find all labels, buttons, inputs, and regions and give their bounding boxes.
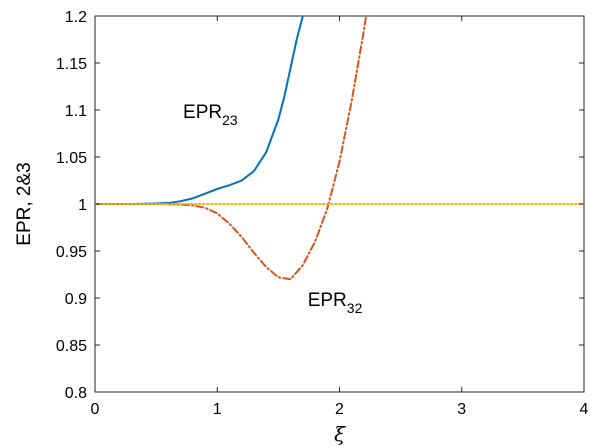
y-axis-label: EPR, 2&3 [14,162,35,245]
y-tick-label: 1.05 [56,150,87,167]
series-layer [95,16,584,281]
x-tick-label: 0 [91,401,100,418]
series-line-2 [95,16,368,281]
y-tick-label: 1.15 [56,56,87,73]
y-tick-label: 1.2 [65,9,87,26]
y-tick-label: 1.1 [65,103,87,120]
y-tick-label: 0.95 [56,244,87,261]
y-tick-label: 0.8 [65,385,87,402]
plot-area: 0 1 2 3 4 0.8 0.85 0.9 0.95 1 1.05 1.1 1.15 1.2 [56,9,589,418]
x-tick-label: 1 [213,401,222,418]
x-tick-label: 3 [457,401,466,418]
series-label-epr23: EPR23 [183,102,238,128]
x-axis: 0 1 2 3 4 [91,16,589,418]
x-tick-label: 4 [580,401,589,418]
x-axis-label: ξ [334,422,346,446]
y-tick-label: 0.9 [65,291,87,308]
y-tick-label: 1 [78,197,87,214]
series-label-epr32: EPR32 [308,290,363,316]
y-axis: 0.8 0.85 0.9 0.95 1 1.05 1.1 1.15 1.2 [56,9,584,402]
x-tick-label: 2 [335,401,344,418]
y-tick-label: 0.85 [56,338,87,355]
series-line-1 [95,16,304,205]
